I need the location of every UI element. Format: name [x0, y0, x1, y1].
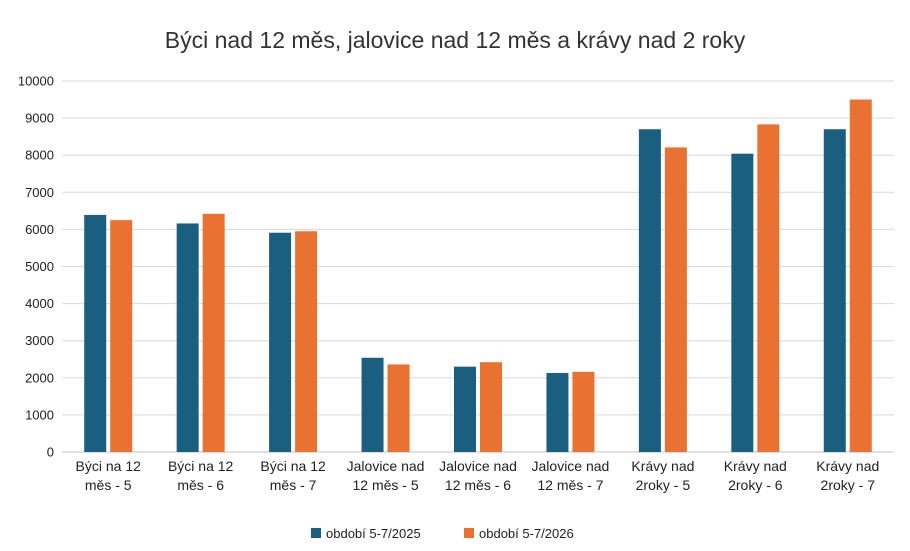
- y-tick-label: 5000: [25, 259, 54, 274]
- y-tick-label: 7000: [25, 185, 54, 200]
- bar: [269, 232, 292, 452]
- x-tick-label: Krávy nad 2roky - 5: [631, 458, 694, 493]
- legend-swatch: [311, 528, 321, 538]
- bar: [361, 357, 384, 452]
- bars: [84, 99, 872, 453]
- chart-title: Býci nad 12 měs, jalovice nad 12 měs a k…: [165, 27, 746, 53]
- y-tick-label: 3000: [25, 333, 54, 348]
- x-tick-label: Jalovice nad 12 měs - 7: [532, 458, 610, 493]
- y-tick-label: 4000: [25, 296, 54, 311]
- x-axis-labels: Býci na 12 měs - 5 Býci na 12 měs - 6 Býci n…: [76, 458, 880, 493]
- gridlines: [62, 80, 894, 453]
- y-tick-label: 8000: [25, 148, 54, 163]
- x-tick-label: Býci na 12 měs - 7: [260, 458, 326, 493]
- bar: [823, 129, 846, 453]
- bar: [387, 364, 410, 452]
- bar: [572, 371, 595, 452]
- bar: [176, 223, 199, 452]
- bar: [664, 147, 687, 452]
- legend-label: období 5-7/2026: [479, 526, 574, 541]
- x-tick-label: Krávy nad 2roky - 6: [724, 458, 787, 493]
- legend: období 5-7/2025 období 5-7/2026: [311, 526, 574, 541]
- bar: [731, 153, 754, 452]
- y-tick-label: 9000: [25, 111, 54, 126]
- y-tick-label: 6000: [25, 222, 54, 237]
- x-tick-label: Býci na 12 měs - 5: [76, 458, 142, 493]
- bar: [110, 220, 133, 452]
- x-tick-label: Jalovice nad 12 měs - 6: [439, 458, 517, 493]
- y-tick-label: 0: [47, 445, 54, 460]
- bar: [546, 372, 569, 452]
- bar: [757, 124, 780, 453]
- bar: [454, 366, 476, 452]
- y-tick-label: 2000: [25, 370, 54, 385]
- x-tick-label: Jalovice nad 12 měs - 5: [347, 458, 425, 493]
- legend-swatch: [464, 528, 474, 538]
- bar: [849, 99, 872, 453]
- y-axis-ticks: 0 1000 2000 3000 4000 5000 6000 7000 8000 9000 100…: [18, 74, 54, 460]
- bar: [480, 362, 502, 452]
- bar: [84, 214, 107, 452]
- x-tick-label: Krávy nad 2roky - 7: [816, 458, 879, 493]
- bar: [202, 213, 225, 452]
- bar: [295, 231, 318, 452]
- x-tick-label: Býci na 12 měs - 6: [168, 458, 234, 493]
- y-tick-label: 1000: [25, 407, 54, 422]
- y-tick-label: 10000: [18, 74, 54, 89]
- bar: [638, 129, 661, 453]
- legend-label: období 5-7/2025: [326, 526, 421, 541]
